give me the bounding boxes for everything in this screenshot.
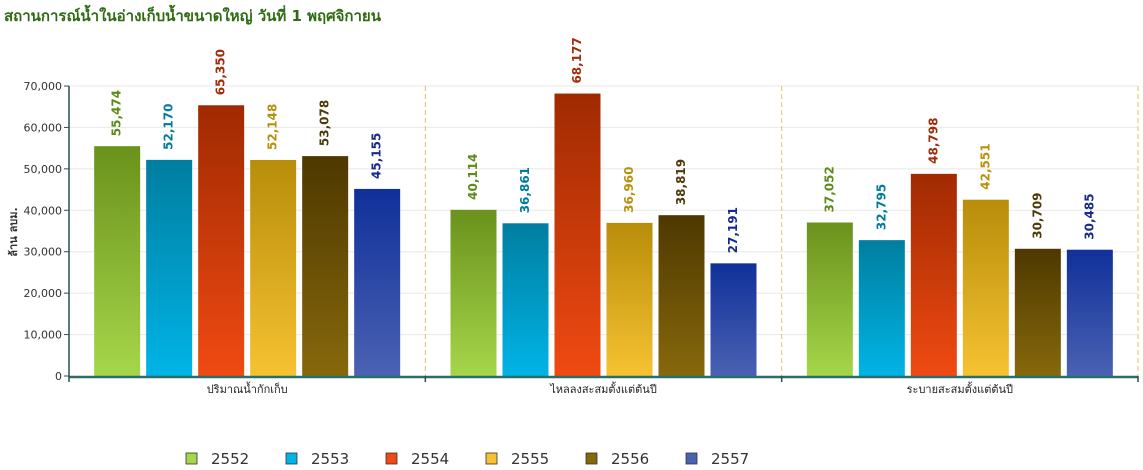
x-axis-categories: ปริมาณน้ำกักเก็บ ไหลลงสะสมตั้งแต่ต้นปี ระบ… xyxy=(207,381,1013,396)
y-tick-label: 70,000 xyxy=(24,80,63,93)
bar-2554 xyxy=(554,93,601,376)
data-label: 27,191 xyxy=(726,207,740,253)
y-tick-label: 50,000 xyxy=(24,163,63,176)
legend: 2552 2553 2554 2555 2556 2557 xyxy=(185,450,749,468)
chart-title: สถานการณ์น้ำในอ่างเก็บน้ำขนาดใหญ่ วันที่… xyxy=(4,7,381,25)
category-separators xyxy=(424,86,1139,376)
data-label: 38,819 xyxy=(674,159,688,205)
legend-item-2554[interactable]: 2554 xyxy=(385,450,449,468)
x-category-label: ระบายสะสมตั้งแต่ต้นปี xyxy=(907,381,1013,396)
bar-2555 xyxy=(606,222,653,376)
legend-label: 2552 xyxy=(211,450,249,468)
bar-2557 xyxy=(1066,249,1113,376)
y-tick-label: 0 xyxy=(55,370,62,383)
data-label: 52,170 xyxy=(162,104,176,150)
y-axis-ticks: 0 10,000 20,000 30,000 40,000 50,000 60,000 70,… xyxy=(24,80,69,383)
data-label: 42,551 xyxy=(978,143,992,189)
legend-swatch xyxy=(385,452,398,465)
legend-label: 2553 xyxy=(311,450,349,468)
data-label: 52,148 xyxy=(266,104,280,150)
bar-2555 xyxy=(250,159,297,376)
legend-label: 2557 xyxy=(711,450,749,468)
data-label: 40,114 xyxy=(466,154,480,200)
y-tick-label: 20,000 xyxy=(24,287,63,300)
bar-2557 xyxy=(710,263,757,376)
data-label: 36,861 xyxy=(518,167,532,213)
y-axis-label: ล้าน ลบม. xyxy=(7,207,20,256)
legend-swatch xyxy=(485,452,498,465)
y-tick-label: 10,000 xyxy=(24,329,63,342)
y-tick-label: 30,000 xyxy=(24,246,63,259)
legend-item-2556[interactable]: 2556 xyxy=(585,450,649,468)
bar-2552 xyxy=(450,209,497,376)
y-tick-label: 60,000 xyxy=(24,121,63,134)
data-label: 53,078 xyxy=(318,100,332,146)
bar-2553 xyxy=(502,223,549,376)
x-category-label: ปริมาณน้ำกักเก็บ xyxy=(207,381,288,396)
data-label: 48,798 xyxy=(926,118,940,164)
legend-item-2555[interactable]: 2555 xyxy=(485,450,549,468)
legend-label: 2555 xyxy=(511,450,549,468)
legend-item-2557[interactable]: 2557 xyxy=(685,450,749,468)
bar-2557 xyxy=(354,188,401,376)
bar-2556 xyxy=(1014,248,1061,376)
data-label: 37,052 xyxy=(822,166,836,212)
legend-item-2553[interactable]: 2553 xyxy=(285,450,349,468)
x-category-label: ไหลลงสะสมตั้งแต่ต้นปี xyxy=(549,381,657,396)
bar-2553 xyxy=(858,240,905,376)
legend-swatch xyxy=(685,452,698,465)
data-label: 65,350 xyxy=(214,49,228,95)
legend-swatch xyxy=(285,452,298,465)
legend-label: 2556 xyxy=(611,450,649,468)
gridlines xyxy=(69,85,1138,336)
legend-swatch xyxy=(585,452,598,465)
data-labels: 55,474 52,170 65,350 52,148 53,078 45,155 40,1… xyxy=(110,37,1097,253)
bar-2556 xyxy=(658,215,705,376)
legend-item-2552[interactable]: 2552 xyxy=(185,450,249,468)
data-label: 36,960 xyxy=(622,167,636,213)
data-label: 32,795 xyxy=(874,184,888,230)
data-label: 30,485 xyxy=(1082,193,1096,239)
axes xyxy=(68,86,1139,382)
bar-2554 xyxy=(198,105,245,376)
data-label: 30,709 xyxy=(1030,192,1044,238)
bar-2555 xyxy=(962,199,1009,376)
bar-2552 xyxy=(94,146,141,376)
bar-2554 xyxy=(910,173,957,376)
bar-2553 xyxy=(146,159,193,376)
bars xyxy=(94,93,1113,376)
data-label: 55,474 xyxy=(110,90,124,136)
y-tick-label: 40,000 xyxy=(24,204,63,217)
data-label: 68,177 xyxy=(570,37,584,83)
legend-swatch xyxy=(185,452,198,465)
legend-label: 2554 xyxy=(411,450,449,468)
bar-2556 xyxy=(302,156,349,376)
data-label: 45,155 xyxy=(370,133,384,179)
bar-2552 xyxy=(806,222,853,376)
